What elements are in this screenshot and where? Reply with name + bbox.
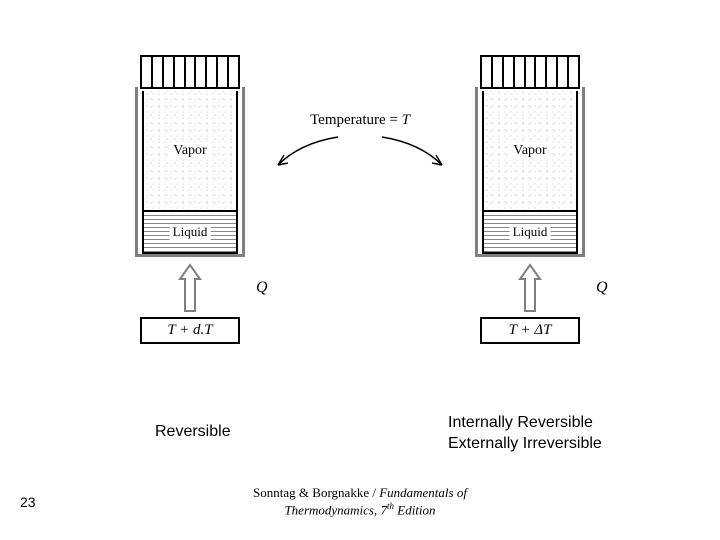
temperature-text: Temperature = — [310, 112, 402, 128]
temperature-var: T — [402, 112, 410, 128]
footer-title-b: Thermodynamics, 7 — [284, 502, 387, 517]
footer-authors: Sonntag & Borgnakke / — [253, 485, 379, 500]
liquid-label-left: Liquid — [170, 224, 211, 240]
heat-symbol-right: Q — [596, 279, 608, 297]
page-number: 23 — [20, 494, 36, 510]
liquid-region-left: Liquid — [144, 210, 236, 252]
caption-right: Internally Reversible Externally Irrever… — [448, 413, 602, 455]
vapor-region-left: Vapor — [144, 91, 236, 210]
vapor-label-right: Vapor — [509, 142, 550, 160]
footer-title-a: Fundamentals of — [379, 485, 467, 500]
left-cylinder-assembly: Vapor Liquid Q T + d.T — [130, 55, 250, 344]
diagram-area: Temperature = T Vapor Liquid — [120, 55, 600, 405]
heat-symbol-left: Q — [256, 279, 268, 297]
vapor-label-left: Vapor — [169, 142, 210, 160]
reservoir-left-text: T + d.T — [167, 322, 212, 338]
heat-arrow-left: Q — [178, 263, 202, 313]
right-cylinder-assembly: Vapor Liquid Q T + ΔT — [470, 55, 590, 344]
reservoir-left: T + d.T — [140, 317, 240, 344]
liquid-label-right: Liquid — [510, 224, 551, 240]
reservoir-right-text: T + ΔT — [509, 322, 552, 338]
heat-arrow-right: Q — [518, 263, 542, 313]
temperature-label: Temperature = T — [310, 112, 410, 129]
footer-edition: Edition — [394, 502, 436, 517]
caption-right-line1: Internally Reversible — [448, 413, 602, 434]
cylinder-right: Vapor Liquid — [475, 87, 585, 257]
footer-citation: Sonntag & Borgnakke / Fundamentals of Th… — [253, 485, 467, 518]
footer-sup: th — [387, 501, 394, 511]
liquid-region-right: Liquid — [484, 210, 576, 252]
caption-left: Reversible — [155, 423, 231, 441]
arrow-to-right-cylinder — [380, 135, 450, 180]
arrow-to-left-cylinder — [270, 135, 340, 180]
cylinder-left: Vapor Liquid — [135, 87, 245, 257]
piston-right — [480, 55, 580, 89]
vapor-region-right: Vapor — [484, 91, 576, 210]
reservoir-right: T + ΔT — [480, 317, 580, 344]
caption-right-line2: Externally Irreversible — [448, 434, 602, 455]
piston-left — [140, 55, 240, 89]
